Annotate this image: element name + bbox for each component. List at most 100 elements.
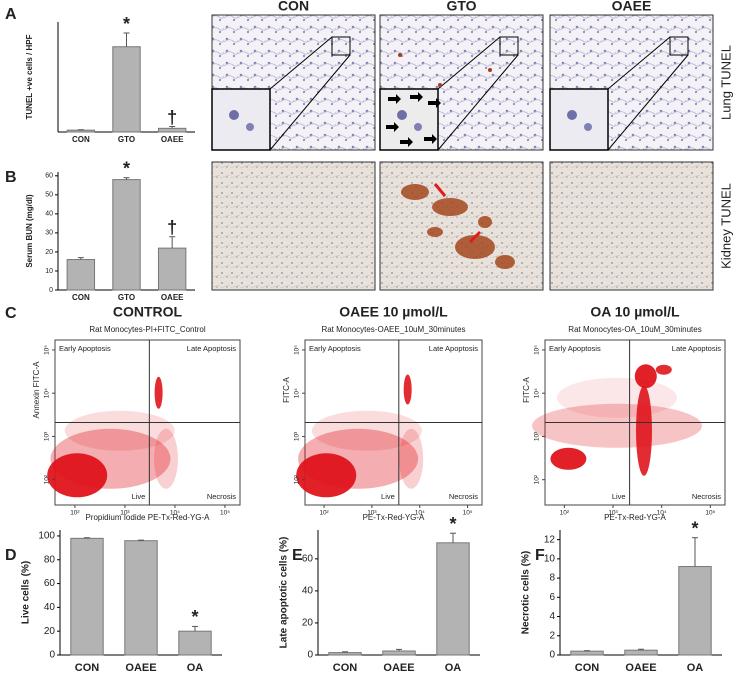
cell-cloud — [47, 453, 108, 498]
zoom-line — [607, 54, 689, 151]
plot-title: OAEE 10 µmol/L — [339, 304, 448, 320]
y-tick-label: 4 — [549, 611, 555, 622]
y-tick-label: 40 — [44, 602, 56, 613]
zoom-line — [269, 54, 351, 151]
y-tick-label: 8 — [549, 573, 555, 584]
y-tick-label: 50 — [45, 192, 53, 199]
bar — [157, 247, 187, 291]
x-tick-label: 10⁵ — [220, 510, 230, 517]
stain — [438, 83, 442, 87]
bar — [66, 259, 96, 291]
y-axis-label: FITC-A — [522, 376, 531, 402]
x-tick-label: 10² — [319, 510, 329, 517]
x-tick-label: OAEE — [161, 293, 184, 302]
y-tick-label: 12 — [544, 534, 556, 545]
y-tick-label: 6 — [549, 592, 555, 603]
cell-cloud — [655, 364, 672, 375]
cell-cloud — [403, 374, 412, 405]
quadrant-label: Live — [132, 492, 146, 501]
stain — [488, 68, 492, 72]
stain — [455, 235, 495, 259]
arrow — [424, 134, 437, 144]
arrow — [410, 92, 423, 102]
inset-cell — [246, 123, 254, 131]
y-tick-label: 0 — [49, 287, 53, 294]
zoom-line — [269, 36, 333, 90]
y-tick-label: 10⁵ — [294, 345, 301, 355]
x-tick-label: OAEE — [125, 662, 156, 674]
cell-cloud — [154, 376, 163, 409]
inset-cell — [229, 110, 239, 120]
micrograph — [549, 161, 714, 291]
inset — [211, 88, 271, 151]
cell-cloud — [557, 377, 677, 418]
y-tick-label: 20 — [44, 626, 56, 637]
cell-cloud — [50, 428, 171, 489]
inset-cell — [414, 123, 422, 131]
y-tick-label: 0 — [49, 650, 55, 661]
quadrant-label: Necrosis — [207, 492, 236, 501]
arrow — [388, 94, 401, 104]
x-tick-label: CON — [72, 135, 90, 144]
x-axis-label: PE-Tx-Red-YG-A — [363, 513, 425, 522]
y-tick-label: 10³ — [294, 431, 301, 441]
panel-label: D — [5, 547, 17, 564]
bar — [678, 566, 712, 656]
x-tick-label: 10⁵ — [463, 510, 473, 517]
annotation: * — [449, 514, 456, 534]
quadrant-label: Live — [612, 492, 626, 501]
y-tick-label: 10⁵ — [534, 345, 541, 355]
x-tick-label: 10³ — [608, 510, 618, 517]
y-tick-label: 30 — [45, 230, 53, 237]
cell-cloud — [64, 410, 175, 451]
stain — [401, 184, 429, 200]
y-tick-label: 60 — [44, 578, 56, 589]
x-tick-label: GTO — [118, 135, 135, 144]
x-tick-label: OAEE — [383, 662, 414, 674]
y-tick-label: 10² — [44, 474, 51, 484]
y-tick-label: 0 — [549, 650, 555, 661]
zoom-box — [499, 36, 519, 56]
y-axis-label: Live cells (%) — [21, 561, 32, 624]
x-tick-label: CON — [333, 662, 358, 674]
y-axis-label: Necrotic cells (%) — [521, 551, 532, 634]
y-tick-label: 2 — [549, 630, 555, 641]
quadrant-label: Late Apoptosis — [429, 344, 478, 353]
x-tick-label: CON — [72, 293, 90, 302]
y-axis-label: TUNEL +ve cells / HPF — [25, 34, 34, 119]
plot-title: CONTROL — [113, 304, 183, 320]
arrow — [468, 230, 482, 244]
y-tick-label: 20 — [302, 618, 314, 629]
bar — [436, 542, 470, 656]
annotation: † — [167, 217, 177, 237]
y-tick-label: 60 — [302, 553, 314, 564]
y-tick-label: 10 — [45, 268, 53, 275]
inset-cell — [567, 110, 577, 120]
annotation: * — [123, 158, 130, 178]
bar — [328, 652, 362, 656]
row-label: Kidney TUNEL — [718, 183, 733, 269]
column-header: OAEE — [612, 0, 652, 14]
cell-cloud — [636, 385, 652, 476]
micrograph — [379, 161, 544, 291]
panel-label: C — [5, 305, 17, 322]
x-tick-label: 10⁵ — [705, 510, 715, 517]
zoom-line — [437, 36, 501, 90]
cell-cloud — [532, 403, 702, 448]
x-axis-label: Propidium Iodide PE-Tx-Red-YG-A — [85, 513, 210, 522]
y-tick-label: 10⁴ — [294, 388, 301, 398]
x-axis-label: PE-Tx-Red-YG-A — [604, 513, 666, 522]
y-tick-label: 10³ — [534, 431, 541, 441]
annotation: † — [167, 107, 177, 127]
cell-cloud — [298, 428, 419, 489]
stain — [432, 198, 468, 216]
column-header: CON — [278, 0, 309, 14]
x-tick-label: 10³ — [120, 510, 130, 517]
annotation: * — [691, 518, 698, 538]
cell-cloud — [154, 428, 178, 489]
stain — [478, 216, 492, 228]
zoom-box — [331, 36, 351, 56]
y-tick-label: 10⁴ — [44, 388, 51, 398]
y-tick-label: 100 — [38, 531, 55, 542]
